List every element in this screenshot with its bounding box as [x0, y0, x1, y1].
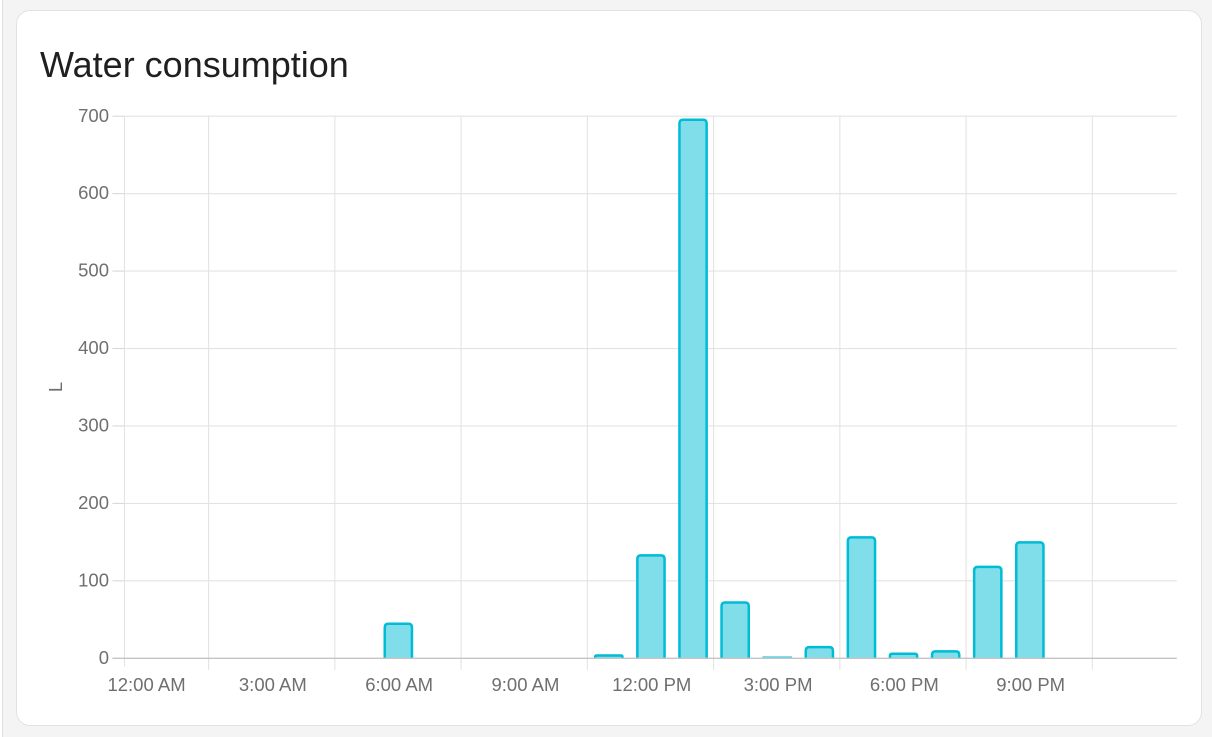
svg-text:300: 300 [78, 415, 109, 436]
svg-text:100: 100 [78, 569, 109, 590]
svg-text:700: 700 [78, 105, 109, 126]
svg-text:12:00 AM: 12:00 AM [107, 674, 185, 695]
svg-text:12:00 PM: 12:00 PM [612, 674, 691, 695]
svg-text:400: 400 [78, 337, 109, 358]
svg-text:0: 0 [99, 647, 109, 668]
svg-text:200: 200 [78, 492, 109, 513]
svg-text:L: L [45, 382, 66, 392]
svg-text:600: 600 [78, 182, 109, 203]
svg-text:3:00 AM: 3:00 AM [239, 674, 307, 695]
svg-text:9:00 PM: 9:00 PM [996, 674, 1065, 695]
svg-text:500: 500 [78, 260, 109, 281]
svg-text:6:00 AM: 6:00 AM [365, 674, 433, 695]
svg-text:9:00 AM: 9:00 AM [492, 674, 560, 695]
svg-text:3:00 PM: 3:00 PM [744, 674, 813, 695]
svg-text:6:00 PM: 6:00 PM [870, 674, 939, 695]
